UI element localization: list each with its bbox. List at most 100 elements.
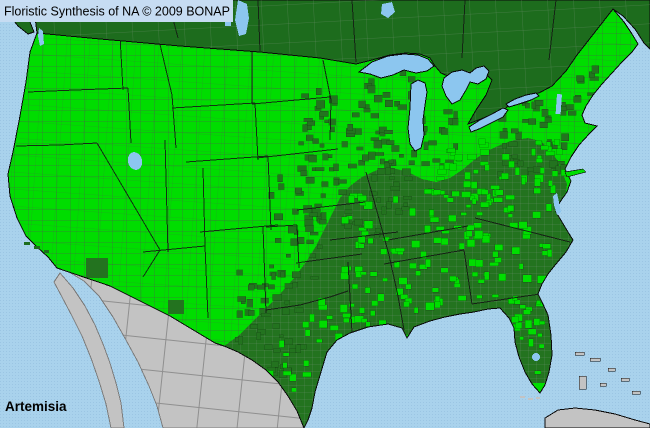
county-patch	[566, 104, 574, 111]
county-patch	[400, 294, 409, 300]
state-borders	[15, 35, 571, 333]
county-patch	[398, 277, 408, 285]
county-patch	[540, 145, 549, 151]
canada-lake	[381, 2, 395, 18]
county-patch	[344, 209, 353, 215]
county-patch	[404, 176, 413, 181]
county-patch	[373, 94, 383, 103]
county-patch	[499, 131, 508, 139]
county-patch	[471, 271, 479, 277]
county-patch	[527, 170, 537, 176]
county-patch	[344, 223, 352, 229]
county-patch	[375, 152, 385, 156]
county-patch	[357, 243, 365, 249]
county-patch	[314, 203, 322, 208]
cuba	[544, 407, 650, 428]
county-patch	[395, 247, 405, 252]
county-patch	[490, 185, 500, 190]
county-patch	[358, 159, 366, 166]
county-patch	[458, 242, 465, 250]
county-patch	[297, 236, 305, 245]
county-patch	[348, 303, 355, 308]
county-patch	[446, 197, 454, 203]
species-label: Artemisia	[5, 399, 67, 414]
county-patch	[573, 96, 582, 103]
county-patch	[476, 211, 483, 216]
county-patch	[533, 187, 541, 194]
county-patch	[403, 202, 408, 207]
county-patch	[309, 231, 319, 236]
lake-champlain	[555, 94, 562, 115]
county-patch	[283, 367, 292, 372]
county-patch	[272, 294, 282, 301]
county-patch	[453, 143, 459, 150]
county-patch	[272, 322, 280, 329]
county-patch	[257, 329, 266, 335]
county-patch	[367, 237, 374, 244]
county-patch	[473, 169, 479, 174]
county-patch	[367, 85, 376, 94]
county-patch	[236, 310, 243, 318]
county-patch	[250, 323, 258, 329]
county-patch	[321, 181, 329, 187]
county-patch	[466, 224, 475, 231]
county-patch	[449, 275, 457, 282]
county-patch	[511, 154, 518, 159]
county-patch	[522, 274, 532, 283]
county-patch	[591, 65, 600, 74]
county-patch	[326, 315, 333, 320]
county-patch	[401, 168, 411, 176]
county-patch	[528, 118, 537, 125]
county-patch	[358, 227, 367, 232]
county-patch	[338, 189, 348, 196]
county-patch	[464, 171, 471, 180]
county-patch	[405, 283, 412, 290]
county-patch	[382, 277, 388, 282]
county-patch	[347, 163, 357, 169]
county-patch	[247, 284, 255, 291]
county-patch	[556, 148, 563, 156]
county-patch	[367, 151, 376, 160]
county-patch	[303, 360, 310, 367]
chesapeake-bay	[553, 193, 561, 215]
bahamas-island	[607, 367, 616, 372]
county-patch	[315, 87, 322, 96]
county-patch	[385, 167, 391, 176]
county-patch	[358, 100, 366, 109]
county-patch	[449, 163, 457, 171]
county-patch	[351, 283, 359, 290]
county-patch	[267, 284, 275, 290]
county-patch	[431, 287, 439, 293]
county-patch	[389, 175, 395, 180]
county-patch	[539, 121, 548, 129]
county-patch	[424, 225, 431, 233]
channel-island	[34, 246, 40, 249]
county-patch	[550, 184, 556, 194]
county-patch	[318, 320, 328, 329]
county-patch	[492, 251, 499, 258]
county-patch	[423, 141, 429, 151]
lakes	[38, 28, 562, 361]
county-patch	[256, 332, 261, 341]
county-patch	[364, 287, 371, 294]
county-patch	[420, 251, 427, 259]
county-patch	[534, 370, 542, 375]
title-bar-background	[0, 0, 233, 22]
county-patch	[392, 195, 399, 204]
county-patch	[429, 216, 440, 223]
county-patch	[480, 201, 489, 208]
county-patch	[460, 212, 467, 216]
county-patch	[440, 237, 449, 246]
county-patch	[532, 211, 541, 219]
county-patch	[359, 200, 366, 206]
lake-superior	[357, 53, 435, 79]
county-patch	[386, 140, 395, 146]
county-patch	[284, 338, 293, 345]
county-patch	[473, 222, 482, 229]
county-patch	[518, 263, 524, 270]
county-patch	[377, 293, 385, 302]
county-patch	[498, 273, 507, 282]
county-patch	[484, 164, 490, 171]
county-patch	[369, 191, 378, 196]
county-patch	[425, 258, 431, 268]
